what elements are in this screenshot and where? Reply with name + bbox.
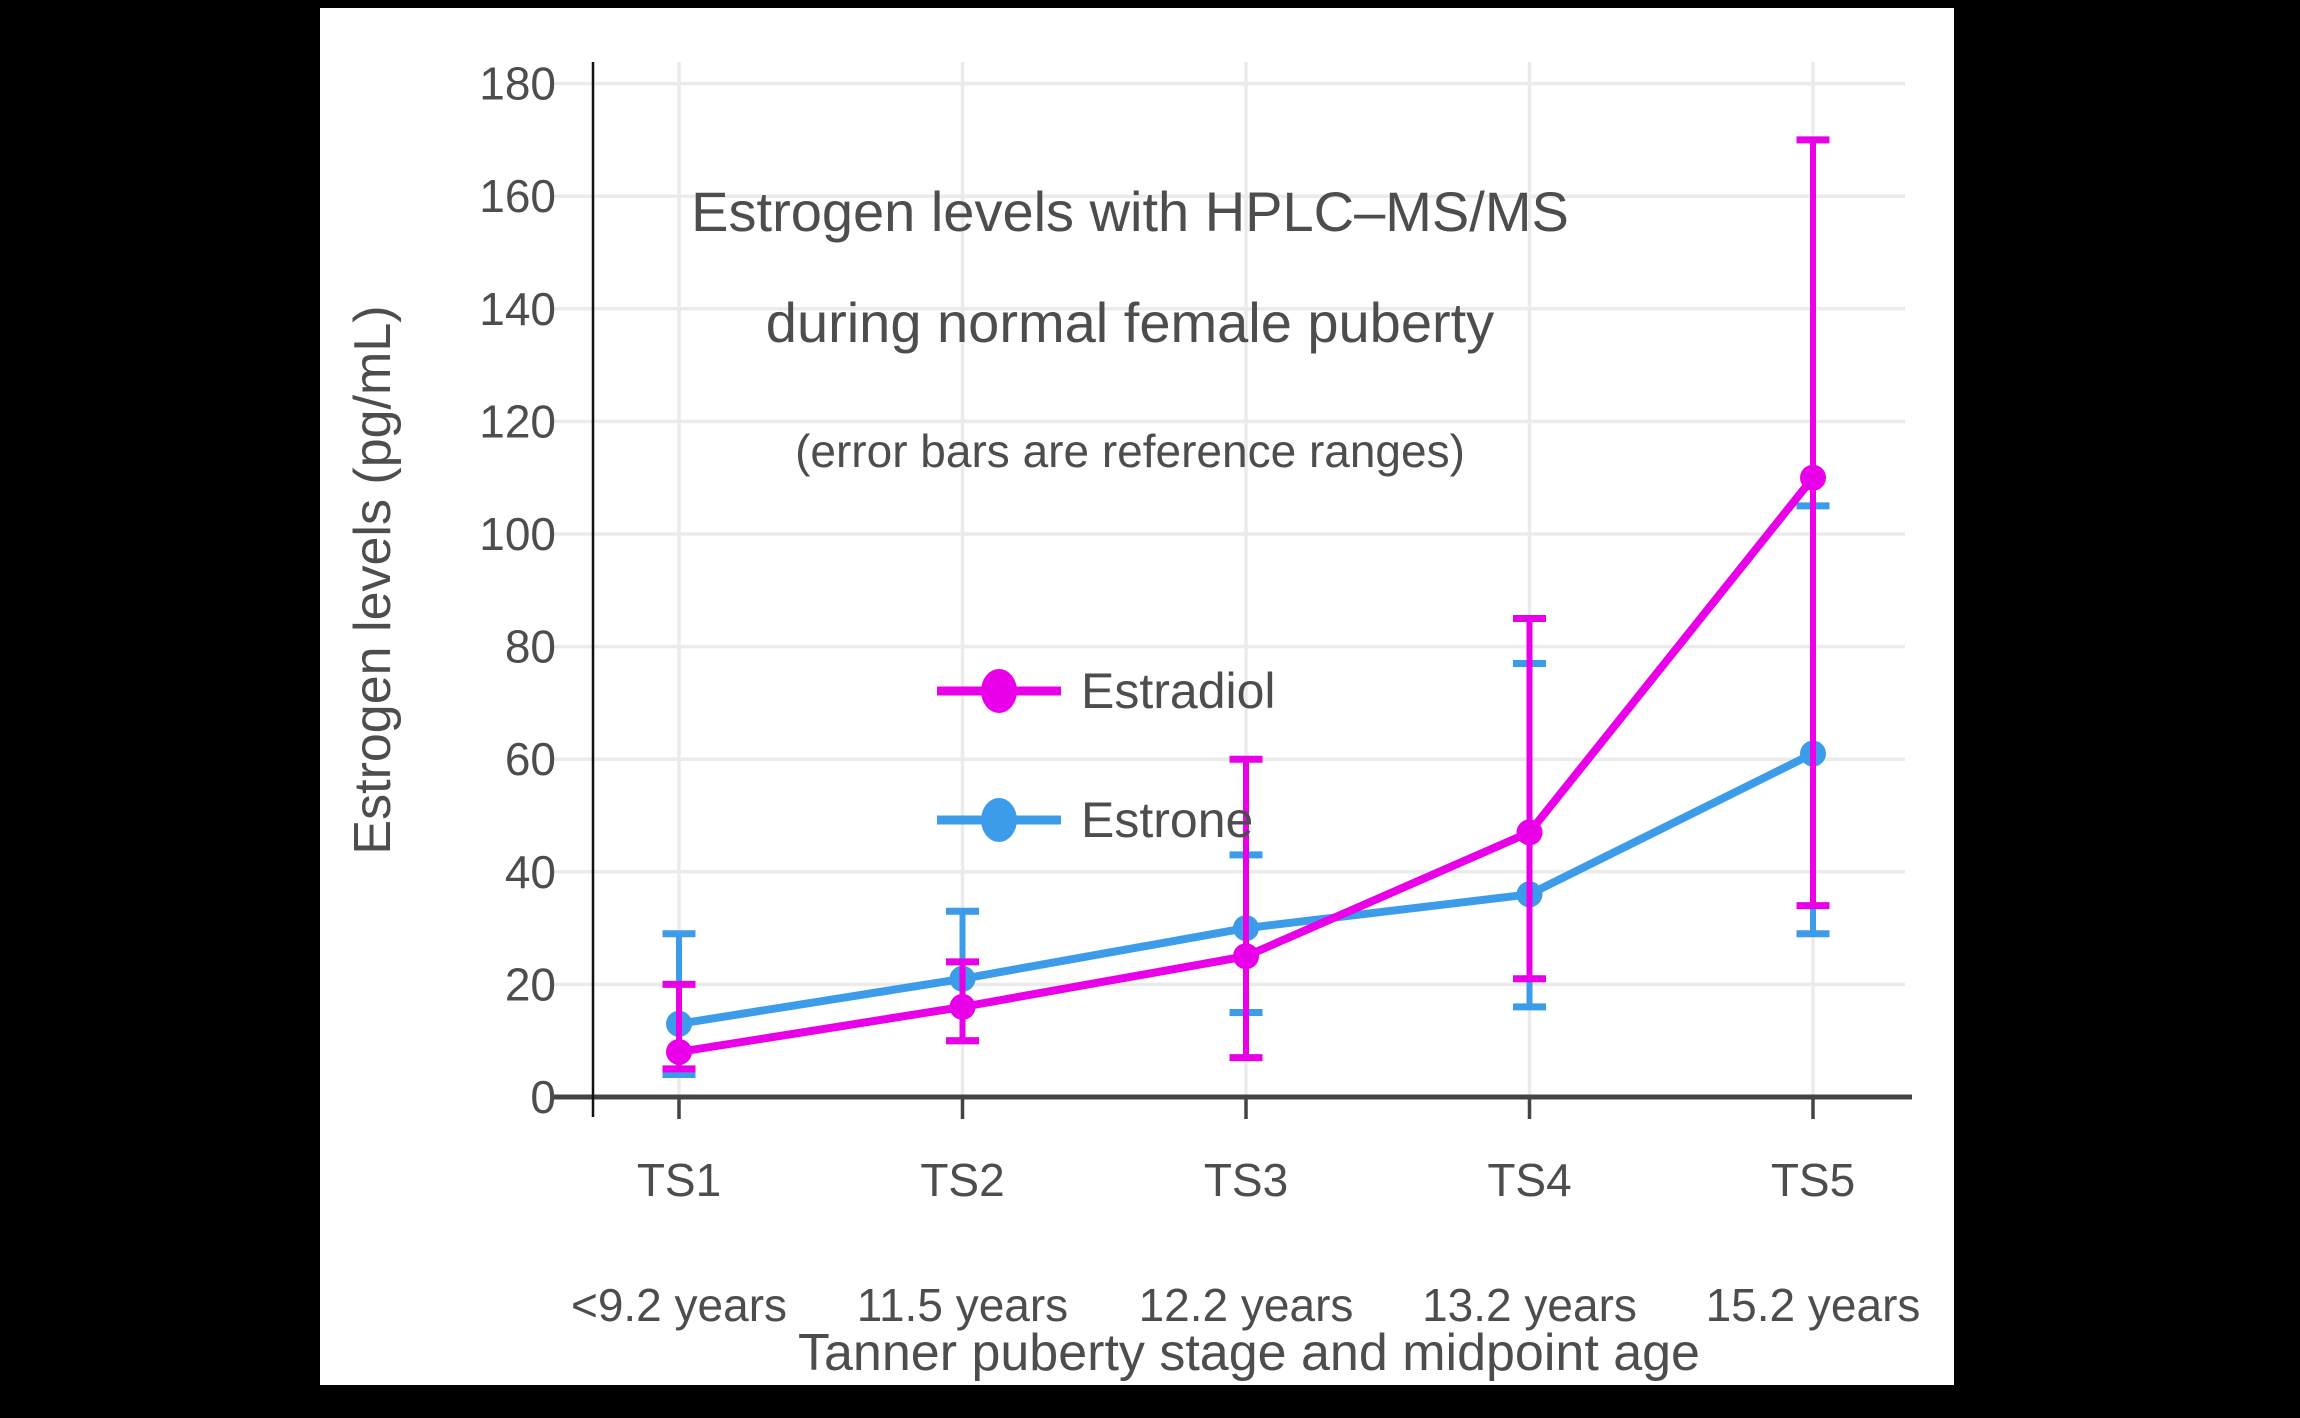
x-tick-labels: TS1 <9.2 years TS2 11.5 years TS3 12.2 years T… — [571, 1154, 1920, 1331]
y-tick-label-180: 180 — [479, 58, 556, 110]
legend-item-estradiol: Estradiol — [937, 663, 1276, 719]
axes — [552, 62, 1912, 1119]
horizontal-gridlines — [553, 81, 1905, 987]
data-point-estradiol-TS4 — [1516, 819, 1543, 846]
y-tick-label-120: 120 — [479, 395, 556, 447]
data-series-layer — [662, 136, 1830, 1078]
legend-item-estrone: Estrone — [937, 792, 1253, 848]
error-bar-estradiol-TS5 — [1796, 136, 1830, 910]
chart-title-line-2: during normal female puberty — [766, 291, 1494, 354]
legend-label-estradiol: Estradiol — [1081, 663, 1276, 719]
error-bar-estradiol-TS3 — [1229, 755, 1263, 1062]
x-stage-label-TS3: TS3 — [1204, 1154, 1288, 1206]
x-stage-label-TS1: TS1 — [637, 1154, 721, 1206]
x-stage-label-TS2: TS2 — [920, 1154, 1004, 1206]
x-age-label-TS1: <9.2 years — [571, 1279, 787, 1331]
legend: Estradiol Estrone — [937, 663, 1276, 848]
x-age-label-TS5: 15.2 years — [1706, 1279, 1921, 1331]
x-axis-title: Tanner puberty stage and midpoint age — [798, 1324, 1700, 1382]
y-tick-label-60: 60 — [505, 733, 556, 785]
y-tick-label-40: 40 — [505, 846, 556, 898]
y-tick-labels: 0 20 40 60 80 100 120 140 160 180 — [479, 58, 556, 1123]
data-point-estradiol-TS5 — [1800, 464, 1826, 491]
y-tick-label-160: 160 — [479, 170, 556, 222]
y-tick-label-140: 140 — [479, 283, 556, 335]
y-tick-label-0: 0 — [530, 1071, 556, 1123]
error-bar-estradiol-TS4 — [1513, 614, 1546, 983]
x-stage-label-TS5: TS5 — [1771, 1154, 1855, 1206]
chart-title-line-1: Estrogen levels with HPLC–MS/MS — [691, 180, 1569, 243]
data-point-estradiol-TS3 — [1233, 943, 1259, 970]
y-axis-title: Estrogen levels (pg/mL) — [344, 305, 402, 854]
x-age-label-TS4: 13.2 years — [1422, 1279, 1637, 1331]
y-tick-label-100: 100 — [479, 508, 556, 560]
legend-marker-estradiol — [981, 669, 1017, 713]
x-stage-label-TS4: TS4 — [1487, 1154, 1571, 1206]
legend-marker-estrone — [981, 798, 1017, 842]
x-age-label-TS3: 12.2 years — [1139, 1279, 1354, 1331]
legend-label-estrone: Estrone — [1081, 792, 1253, 848]
y-tick-label-20: 20 — [505, 958, 556, 1010]
data-point-estradiol-TS2 — [949, 993, 976, 1020]
chart-subtitle: (error bars are reference ranges) — [795, 425, 1465, 477]
y-tick-label-80: 80 — [505, 621, 556, 673]
data-point-estradiol-TS1 — [666, 1038, 692, 1065]
x-age-label-TS2: 11.5 years — [857, 1279, 1068, 1331]
series-estradiol — [662, 136, 1830, 1073]
